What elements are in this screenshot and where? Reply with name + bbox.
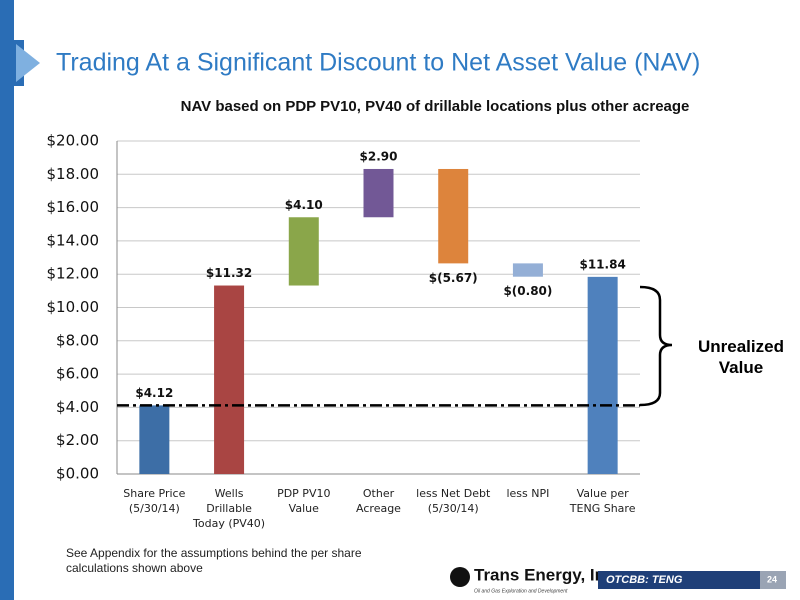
- y-tick-label: $4.00: [56, 398, 99, 416]
- plot: $0.00 $2.00 $4.00 $6.00 $8.00 $10.00 $12.00 $14…: [47, 132, 640, 483]
- side-strip: [0, 0, 14, 600]
- page-box: [760, 571, 786, 589]
- x-tick-label: Value per TENG Share: [569, 487, 636, 515]
- footnote: See Appendix for the assumptions behind …: [66, 546, 362, 575]
- chart-title: NAV based on PDP PV10, PV40 of drillable…: [181, 98, 690, 115]
- page-number: 24: [767, 574, 777, 584]
- y-tick-label: $0.00: [56, 465, 99, 483]
- brace: [639, 285, 673, 407]
- value-label: $4.10: [285, 198, 323, 212]
- y-tick-label: $8.00: [56, 331, 99, 349]
- x-tick-label: Other Acreage: [356, 487, 401, 515]
- value-label: $11.32: [206, 266, 252, 280]
- y-tick-label: $20.00: [47, 132, 100, 150]
- y-tick-label: $12.00: [47, 265, 100, 283]
- bar: [512, 263, 543, 277]
- value-label: $11.84: [579, 257, 625, 271]
- value-label: $4.12: [135, 386, 173, 400]
- y-tick-label: $16.00: [47, 198, 100, 216]
- logo-tagline: Oil and Gas Exploration and Development: [474, 588, 568, 594]
- logo-name: Trans Energy, Inc.: [474, 565, 619, 584]
- slide-title: Trading At a Significant Discount to Net…: [56, 49, 700, 77]
- logo-icon: [450, 567, 470, 587]
- value-label: $2.90: [360, 149, 398, 163]
- bar: [363, 168, 394, 218]
- annotation: Unrealized Value: [698, 337, 784, 377]
- bar: [288, 217, 319, 286]
- y-tick-label: $2.00: [56, 431, 99, 449]
- y-tick-label: $10.00: [47, 298, 100, 316]
- x-tick-label: Share Price (5/30/14): [123, 487, 186, 515]
- bar: [139, 405, 170, 474]
- x-tick-label: Wells Drillable Today (PV40): [193, 487, 266, 530]
- x-tick-label: less Net Debt (5/30/14): [416, 487, 491, 515]
- y-tick-label: $14.00: [47, 231, 100, 249]
- bar: [214, 285, 245, 474]
- ticker-bar: [598, 571, 760, 589]
- value-label: $(0.80): [503, 284, 552, 298]
- y-tick-label: $18.00: [47, 165, 100, 183]
- value-label: $(5.67): [429, 271, 478, 285]
- x-tick-label: less NPI: [506, 487, 550, 500]
- bar: [587, 276, 618, 474]
- ticker: OTCBB: TENG: [606, 574, 683, 586]
- x-tick-label: PDP PV10 Value: [277, 487, 331, 515]
- title-arrow: [16, 44, 40, 82]
- y-tick-label: $6.00: [56, 365, 99, 383]
- bar: [438, 168, 469, 264]
